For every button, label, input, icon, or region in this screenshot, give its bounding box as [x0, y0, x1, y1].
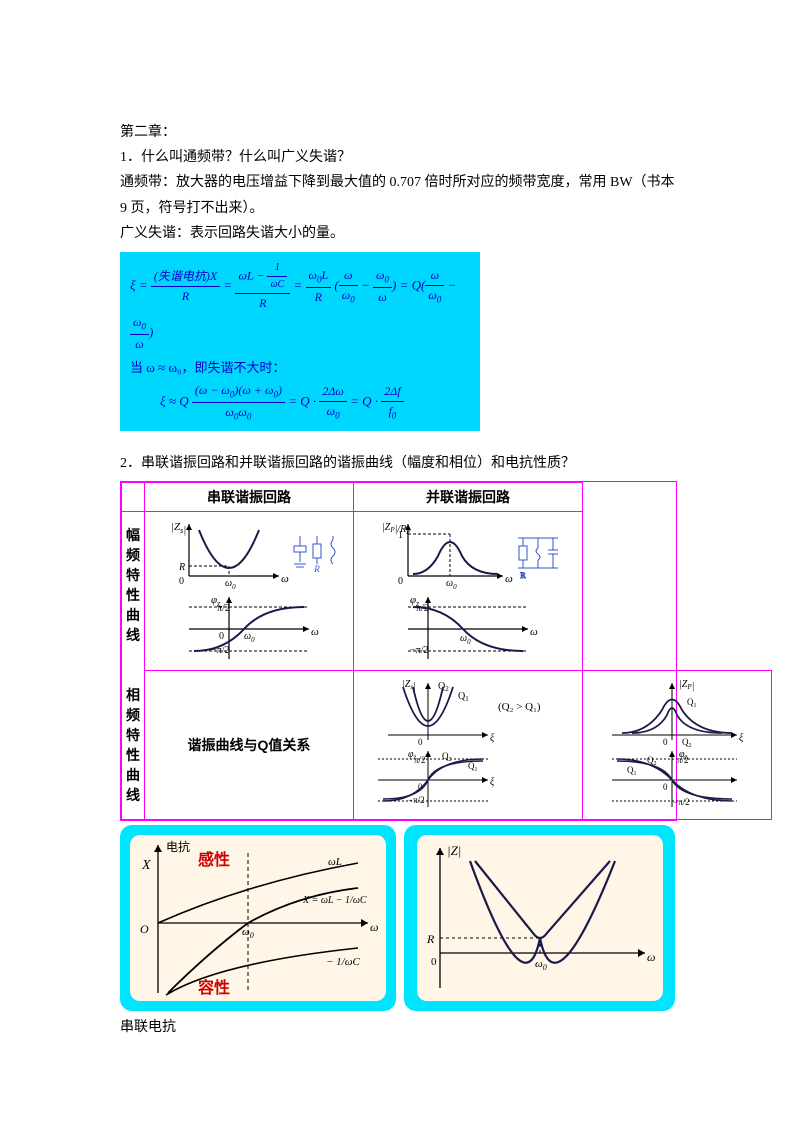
svg-text:容性: 容性 — [197, 978, 230, 997]
svg-text:0: 0 — [398, 576, 403, 587]
svg-text:ω: ω — [647, 950, 655, 964]
svg-text:ξ: ξ — [490, 777, 495, 788]
question-2: 2．串联谐振回路和并联谐振回路的谐振曲线（幅度和相位）和电抗性质？ — [120, 451, 680, 476]
header-parallel: 并联谐振回路 — [354, 482, 583, 511]
cell-series-q: |Zs| Q2 Q1 0 ξ (Q₂ > Q₁) — [354, 670, 583, 819]
svg-text:Q2: Q2 — [438, 681, 449, 693]
svg-text:Q1: Q1 — [687, 697, 697, 709]
parallel-amp-chart: |ZP|/RP 1 0 ω ω0 R — [368, 516, 568, 591]
row-label-amp: 幅频特性曲线 — [126, 525, 140, 645]
formula-line1: ξ = (失谐电抗)XR = ωL − 1ωCR = ω0LR (ωω0 − ω… — [130, 260, 470, 354]
svg-text:π/2: π/2 — [414, 755, 426, 765]
table-corner — [122, 482, 145, 511]
svg-text:|Z|: |Z| — [447, 843, 461, 858]
cell-parallel-q: |ZP| Q1 Q2 0 ξ φz — [583, 670, 772, 819]
svg-text:−π/2: −π/2 — [408, 795, 425, 805]
svg-text:ξ: ξ — [490, 733, 495, 744]
reactance-right: |Z| ω R ω0 0 — [404, 825, 675, 1011]
svg-text:ω: ω — [505, 573, 513, 585]
svg-text:ω: ω — [530, 626, 538, 638]
svg-text:X: X — [141, 858, 151, 873]
svg-text:0: 0 — [663, 782, 668, 792]
svg-text:0: 0 — [179, 576, 184, 587]
svg-text:Q1: Q1 — [468, 761, 478, 773]
header-series: 串联谐振回路 — [145, 482, 354, 511]
svg-text:O: O — [140, 922, 149, 936]
series-z-chart: |Z| ω R ω0 0 — [415, 833, 665, 1003]
cell-series-amp-phase: |Zs| ω R 0 ω0 — [145, 511, 354, 670]
reactance-left: 电抗 X O ω ω0 ωL X = ωL − 1/ωC − 1/ωC 感性 容… — [120, 825, 396, 1011]
reactance-panel: 电抗 X O ω ω 0 ωL X = ωL − 1/ωC − 1/ωC 感性 容… — [120, 825, 675, 1011]
svg-text:R: R — [520, 571, 526, 580]
svg-text:(Q₂ > Q₁): (Q₂ > Q₁) — [498, 701, 541, 713]
svg-text:|Zs|: |Zs| — [171, 521, 186, 536]
svg-text:R: R — [313, 564, 320, 574]
svg-text:− 1/ωC: − 1/ωC — [326, 956, 360, 968]
svg-text:|ZP|/RP: |ZP|/RP — [382, 522, 411, 536]
series-reactance-chart: 电抗 X O ω ω0 ωL X = ωL − 1/ωC − 1/ωC 感性 容… — [128, 833, 388, 1003]
resonance-table: 串联谐振回路 并联谐振回路 幅频特性曲线 相频特性曲线 — [120, 481, 677, 821]
parallel-q-chart: |ZP| Q1 Q2 0 ξ φz — [587, 675, 767, 815]
svg-text:R: R — [178, 562, 185, 573]
svg-text:Q2: Q2 — [442, 751, 452, 763]
svg-text:Q1: Q1 — [458, 691, 469, 703]
reactance-caption: 串联电抗 — [120, 1015, 680, 1040]
svg-text:1: 1 — [398, 530, 403, 541]
row-label-phase: 相频特性曲线 — [126, 685, 140, 805]
svg-text:感性: 感性 — [198, 850, 230, 869]
svg-text:ω0: ω0 — [244, 631, 255, 644]
svg-text:ω0: ω0 — [225, 578, 236, 591]
answer-1-line1: 通频带：放大器的电压增益下降到最大值的 0.707 倍时所对应的频带宽度，常用 … — [120, 170, 680, 220]
chapter-title: 第二章： — [120, 120, 680, 145]
svg-text:0: 0 — [663, 737, 668, 747]
svg-text:ω: ω — [311, 626, 319, 638]
formula-box: ξ = (失谐电抗)XR = ωL − 1ωCR = ω0LR (ωω0 − ω… — [120, 252, 480, 432]
svg-text:π/2: π/2 — [677, 755, 689, 765]
svg-text:Q2: Q2 — [682, 737, 692, 749]
formula-line2: 当 ω ≈ ω₀，即失谐不大时： — [130, 358, 470, 379]
cell-parallel-amp-phase: |ZP|/RP 1 0 ω ω0 R — [354, 511, 583, 670]
svg-text:−π/2: −π/2 — [673, 797, 690, 807]
svg-text:0: 0 — [431, 956, 437, 968]
svg-text:电抗: 电抗 — [166, 839, 190, 854]
svg-text:|ZP|: |ZP| — [679, 679, 694, 692]
svg-text:ξ: ξ — [739, 733, 744, 744]
svg-text:0: 0 — [418, 737, 423, 747]
svg-text:ωL: ωL — [328, 856, 342, 868]
row-label-q: 谐振曲线与Q值关系 — [145, 670, 354, 819]
answer-1-line2: 广义失谐：表示回路失谐大小的量。 — [120, 221, 680, 246]
svg-text:π/2: π/2 — [217, 603, 230, 614]
svg-text:ω: ω — [281, 573, 289, 585]
series-amp-chart: |Zs| ω R 0 ω0 — [149, 516, 349, 591]
svg-text:X = ωL − 1/ωC: X = ωL − 1/ωC — [302, 895, 367, 906]
series-phase-chart: φz ω π/2 −π/2 0 ω0 — [169, 591, 329, 666]
parallel-phase-chart: φz ω π/2 −π/2 ω0 — [388, 591, 548, 666]
svg-text:R: R — [426, 932, 435, 946]
question-1: 1．什么叫通频带？什么叫广义失谐？ — [120, 145, 680, 170]
svg-text:0: 0 — [219, 631, 224, 642]
svg-text:ω: ω — [370, 920, 378, 934]
svg-text:ω0: ω0 — [446, 578, 457, 591]
formula-line3: ξ ≈ Q (ω − ω0)(ω + ω0)ω0ω0 = Q · 2Δωω0 =… — [160, 381, 470, 424]
svg-text:Q1: Q1 — [627, 765, 637, 777]
series-q-chart: |Zs| Q2 Q1 0 ξ (Q₂ > Q₁) — [358, 675, 578, 815]
